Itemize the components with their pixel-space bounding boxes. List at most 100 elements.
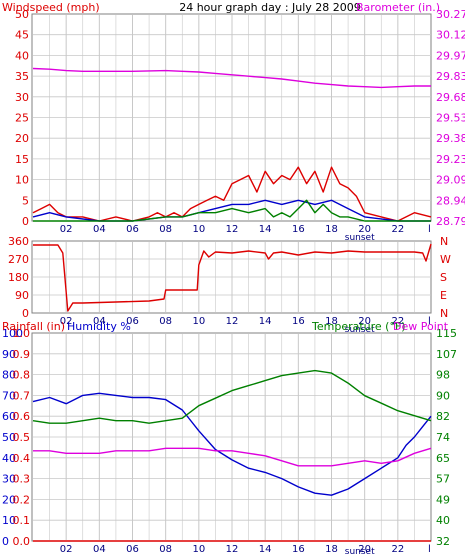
series-line-wind-direction — [33, 243, 432, 312]
x-tick-label: 18 — [325, 544, 338, 555]
barometer-tick-label: 30.12 — [436, 29, 465, 42]
windspeed-tick-label: 15 — [15, 153, 29, 166]
rainfall-tick-label: 0.4 — [13, 452, 31, 465]
x-tick-label: 12 — [226, 316, 239, 327]
barometer-tick-label: 28.79 — [436, 215, 465, 228]
x-tick-label: 12 — [226, 224, 239, 235]
rainfall-tick-label: 0.7 — [13, 389, 31, 402]
x-tick-label: 14 — [259, 544, 272, 555]
x-tick-label: 18 — [325, 316, 338, 327]
rainfall-tick-label: 0.0 — [13, 535, 31, 548]
x-tick-label: 02 — [60, 544, 73, 555]
barometer-tick-label: 29.68 — [436, 91, 465, 104]
sunset-label: sunset — [345, 547, 375, 556]
rainfall-tick-label: 0.2 — [13, 493, 31, 506]
x-tick-label: 10 — [192, 316, 205, 327]
temperature-tick-label: 32 — [436, 535, 450, 548]
humidity-tick-label: 30 — [2, 473, 16, 486]
windspeed-tick-label: 25 — [15, 112, 29, 125]
x-tick-label: 14 — [259, 224, 272, 235]
windspeed-tick-label: 10 — [15, 174, 29, 187]
x-tick-label: 04 — [93, 224, 106, 235]
temperature-axis-label: Temperature (°F) — [311, 320, 406, 333]
x-tick-label: 08 — [159, 224, 172, 235]
x-tick-label: 04 — [93, 544, 106, 555]
humidity-tick-label: 70 — [2, 389, 16, 402]
compass-tick-label: E — [440, 289, 447, 302]
grid-lines — [33, 15, 431, 540]
chart-title: 24 hour graph day : July 28 2009 — [179, 1, 361, 14]
rainfall-tick-label: 1.0 — [13, 327, 31, 340]
windspeed-tick-label: 45 — [15, 29, 29, 42]
windspeed-tick-label: 35 — [15, 70, 29, 83]
x-tick-label: 10 — [192, 544, 205, 555]
direction-tick-label: 360 — [8, 235, 29, 248]
x-tick-label: 20 — [358, 544, 371, 555]
sunset-label: sunset — [345, 325, 375, 335]
x-tick-label: 22 — [391, 316, 404, 327]
x-tick-label: 10 — [192, 224, 205, 235]
temperature-tick-label: 90 — [436, 389, 450, 402]
direction-tick-label: 180 — [8, 271, 29, 284]
sunset-label: sunset — [345, 233, 375, 243]
x-tick-label: l — [428, 316, 431, 327]
x-tick-label: 14 — [259, 316, 272, 327]
x-tick-label: 02 — [60, 316, 73, 327]
temperature-tick-label: 115 — [436, 327, 457, 340]
series-line-barometer-in- — [32, 67, 431, 89]
rainfall-tick-label: 0.1 — [13, 514, 31, 527]
barometer-tick-label: 29.53 — [436, 112, 465, 125]
humidity-tick-label: 50 — [2, 431, 16, 444]
rainfall-tick-label: 0.3 — [13, 473, 31, 486]
temperature-tick-label: 74 — [436, 431, 450, 444]
compass-tick-label: S — [440, 271, 447, 284]
windspeed-tick-label: 40 — [15, 49, 29, 62]
windspeed-tick-label: 20 — [15, 132, 29, 145]
x-tick-label: 08 — [159, 544, 172, 555]
temperature-tick-label: 98 — [436, 369, 450, 382]
barometer-tick-label: 30.27 — [436, 8, 465, 21]
compass-tick-label: N — [440, 307, 448, 320]
x-tick-label: 16 — [292, 224, 305, 235]
windspeed-tick-label: 30 — [15, 91, 29, 104]
temperature-tick-label: 107 — [436, 348, 457, 361]
x-tick-label: 18 — [325, 224, 338, 235]
windspeed-tick-label: 5 — [22, 194, 29, 207]
direction-tick-label: 0 — [22, 307, 29, 320]
temperature-tick-label: 82 — [436, 410, 450, 423]
windspeed-tick-label: 0 — [22, 215, 29, 228]
humidity-tick-label: 10 — [2, 514, 16, 527]
windspeed-tick-label: 50 — [15, 8, 29, 21]
x-tick-label: 22 — [391, 544, 404, 555]
x-tick-label: 16 — [292, 316, 305, 327]
humidity-tick-label: 90 — [2, 348, 16, 361]
humidity-axis-label: Humidity % — [67, 320, 131, 333]
series-line-windspeed-mph- — [32, 166, 432, 222]
series-line-temperature-f- — [32, 369, 432, 424]
barometer-axis-label: Barometer (in.) — [356, 1, 440, 14]
barometer-tick-label: 29.83 — [436, 70, 465, 83]
direction-tick-label: 270 — [8, 253, 29, 266]
humidity-tick-label: 20 — [2, 493, 16, 506]
temperature-tick-label: 57 — [436, 473, 450, 486]
x-tick-label: 22 — [391, 224, 404, 235]
barometer-tick-label: 29.38 — [436, 132, 465, 145]
x-tick-label: 12 — [226, 544, 239, 555]
windspeed-axis-label: Windspeed (mph) — [2, 1, 100, 14]
axis-tick-labels: 02 04 06 08 10 12 14 16 18 20 22 l sunset 02 04 06 08 10 1… — [2, 8, 465, 556]
humidity-tick-label: 80 — [2, 369, 16, 382]
x-tick-label: 04 — [93, 316, 106, 327]
x-tick-label: 08 — [159, 316, 172, 327]
humidity-tick-label: 0 — [2, 535, 9, 548]
temperature-tick-label: 40 — [436, 514, 450, 527]
temperature-tick-label: 49 — [436, 493, 450, 506]
temperature-tick-label: 65 — [436, 452, 450, 465]
barometer-tick-label: 29.09 — [436, 174, 465, 187]
x-tick-label: 20 — [358, 316, 371, 327]
x-tick-label: l — [428, 544, 431, 555]
humidity-tick-label: 60 — [2, 410, 16, 423]
compass-tick-label: N — [440, 235, 448, 248]
series-lines — [32, 67, 432, 542]
direction-tick-label: 90 — [15, 289, 29, 302]
rainfall-tick-label: 0.6 — [13, 410, 31, 423]
